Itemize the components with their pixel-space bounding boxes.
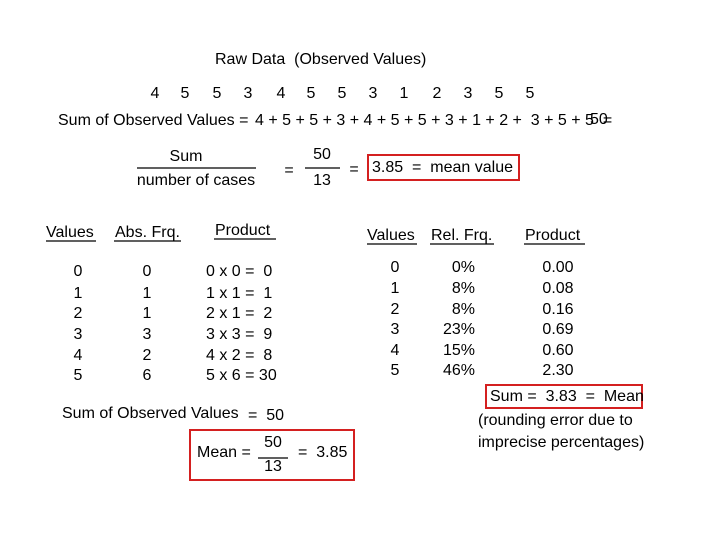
cell: 5 bbox=[74, 367, 83, 384]
right-sum: Sum = 3.83 = Mean bbox=[490, 388, 644, 405]
cell: 6 bbox=[143, 367, 152, 384]
cell: 2 bbox=[74, 305, 83, 322]
raw-value: 5 bbox=[495, 85, 504, 102]
mean-label: Mean = bbox=[197, 444, 251, 461]
numerator: Sum bbox=[170, 148, 203, 165]
column-header: Abs. Frq. bbox=[115, 224, 180, 241]
raw-value: 5 bbox=[181, 85, 190, 102]
column-header: Rel. Frq. bbox=[431, 227, 492, 244]
sum-result: 50 bbox=[590, 111, 608, 128]
cell: 0 bbox=[391, 259, 400, 276]
cell: 4 x 2 = 8 bbox=[206, 347, 272, 364]
raw-value: 5 bbox=[526, 85, 535, 102]
cell: 0.16 bbox=[542, 301, 573, 318]
cell: 0% bbox=[452, 259, 475, 276]
cell: 0.08 bbox=[542, 280, 573, 297]
cell: 15% bbox=[443, 342, 475, 359]
cell: 1 bbox=[143, 305, 152, 322]
cell: 2 bbox=[143, 347, 152, 364]
cell: 3 bbox=[74, 326, 83, 343]
numerator: 50 bbox=[264, 434, 282, 451]
raw-value: 4 bbox=[151, 85, 160, 102]
sum-expression: 4 + 5 + 5 + 3 + 4 + 5 + 5 + 3 + 1 + 2 + … bbox=[255, 112, 612, 129]
title: Raw Data (Observed Values) bbox=[215, 51, 426, 68]
column-header: Values bbox=[46, 224, 94, 241]
cell: 2.30 bbox=[542, 362, 573, 379]
cell: 0 bbox=[143, 263, 152, 280]
raw-value: 3 bbox=[464, 85, 473, 102]
cell: 3 bbox=[391, 321, 400, 338]
cell: 3 bbox=[143, 326, 152, 343]
right-sum-box bbox=[485, 384, 643, 409]
denominator: 13 bbox=[264, 458, 282, 475]
cell: 4 bbox=[391, 342, 400, 359]
cell: 8% bbox=[452, 301, 475, 318]
raw-value: 4 bbox=[277, 85, 286, 102]
cell: 1 x 1 = 1 bbox=[206, 285, 272, 302]
column-header: Product bbox=[525, 227, 581, 244]
cell: 1 bbox=[143, 285, 152, 302]
cell: 5 bbox=[391, 362, 400, 379]
raw-value: 2 bbox=[433, 85, 442, 102]
left-mean-box bbox=[189, 429, 355, 481]
sum-label: Sum of Observed Values bbox=[62, 405, 239, 422]
cell: 0 bbox=[74, 263, 83, 280]
cell: 8% bbox=[452, 280, 475, 297]
cell: 2 x 1 = 2 bbox=[206, 305, 272, 322]
cell: 23% bbox=[443, 321, 475, 338]
mean-result: = 3.85 bbox=[298, 444, 347, 461]
column-header: Product bbox=[215, 222, 271, 239]
cell: 0.69 bbox=[542, 321, 573, 338]
raw-value: 5 bbox=[307, 85, 316, 102]
raw-value: 3 bbox=[244, 85, 253, 102]
raw-value: 1 bbox=[400, 85, 409, 102]
cell: 5 x 6 = 30 bbox=[206, 367, 277, 384]
cell: 46% bbox=[443, 362, 475, 379]
mean-box bbox=[367, 154, 520, 181]
cell: 4 bbox=[74, 347, 83, 364]
column-header: Values bbox=[367, 227, 415, 244]
denominator: 13 bbox=[313, 172, 331, 189]
note: imprecise percentages) bbox=[478, 434, 644, 451]
equals: = bbox=[349, 161, 358, 178]
raw-value: 3 bbox=[369, 85, 378, 102]
mean-result: 3.85 = mean value bbox=[372, 159, 513, 176]
note: (rounding error due to bbox=[478, 412, 633, 429]
raw-value: 5 bbox=[213, 85, 222, 102]
cell: 0.60 bbox=[542, 342, 573, 359]
cell: 2 bbox=[391, 301, 400, 318]
sum-label: Sum of Observed Values = bbox=[58, 112, 248, 129]
sum-value: = 50 bbox=[248, 407, 284, 424]
cell: 1 bbox=[74, 285, 83, 302]
cell: 1 bbox=[391, 280, 400, 297]
numerator: 50 bbox=[313, 146, 331, 163]
cell: 0 x 0 = 0 bbox=[206, 263, 272, 280]
cell: 0.00 bbox=[542, 259, 573, 276]
equals: = bbox=[284, 162, 293, 179]
denominator: number of cases bbox=[137, 172, 255, 189]
raw-value: 5 bbox=[338, 85, 347, 102]
cell: 3 x 3 = 9 bbox=[206, 326, 272, 343]
